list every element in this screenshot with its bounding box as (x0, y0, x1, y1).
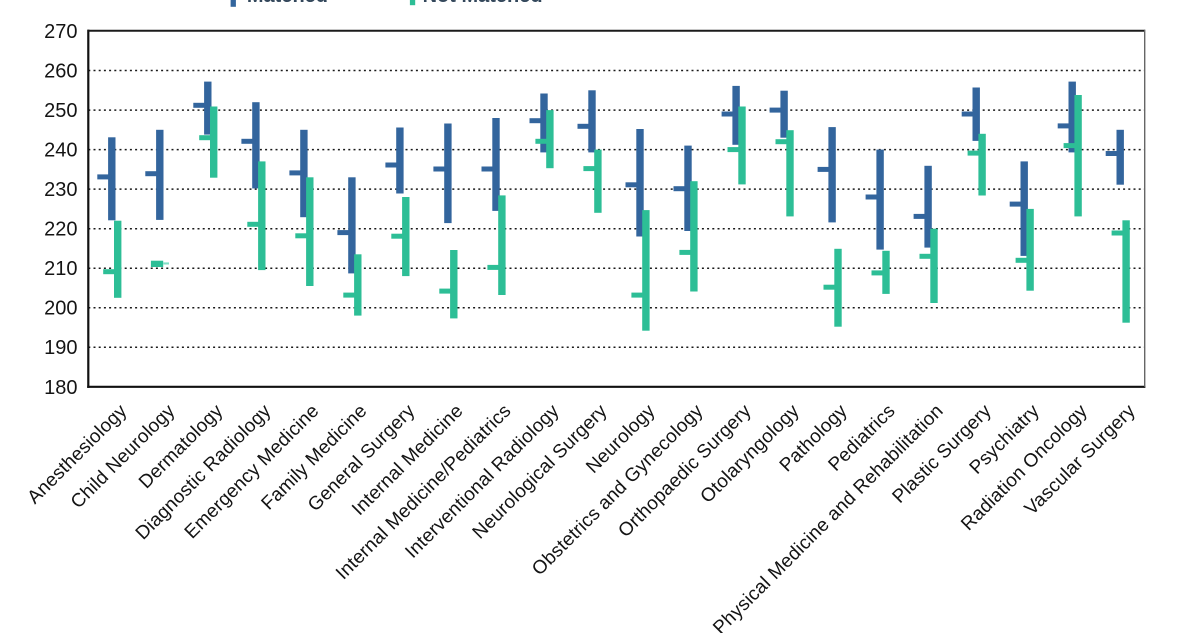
svg-text:240: 240 (44, 140, 77, 162)
svg-text:Matched: Matched (247, 0, 328, 7)
svg-text:190: 190 (44, 337, 77, 359)
svg-text:250: 250 (44, 100, 77, 122)
svg-text:200: 200 (44, 298, 77, 320)
svg-text:270: 270 (44, 21, 77, 43)
svg-text:Not Matched: Not Matched (423, 0, 543, 7)
svg-text:210: 210 (44, 258, 77, 280)
svg-text:260: 260 (44, 61, 77, 83)
svg-text:220: 220 (44, 219, 77, 241)
svg-text:230: 230 (44, 179, 77, 201)
svg-text:180: 180 (44, 377, 77, 399)
